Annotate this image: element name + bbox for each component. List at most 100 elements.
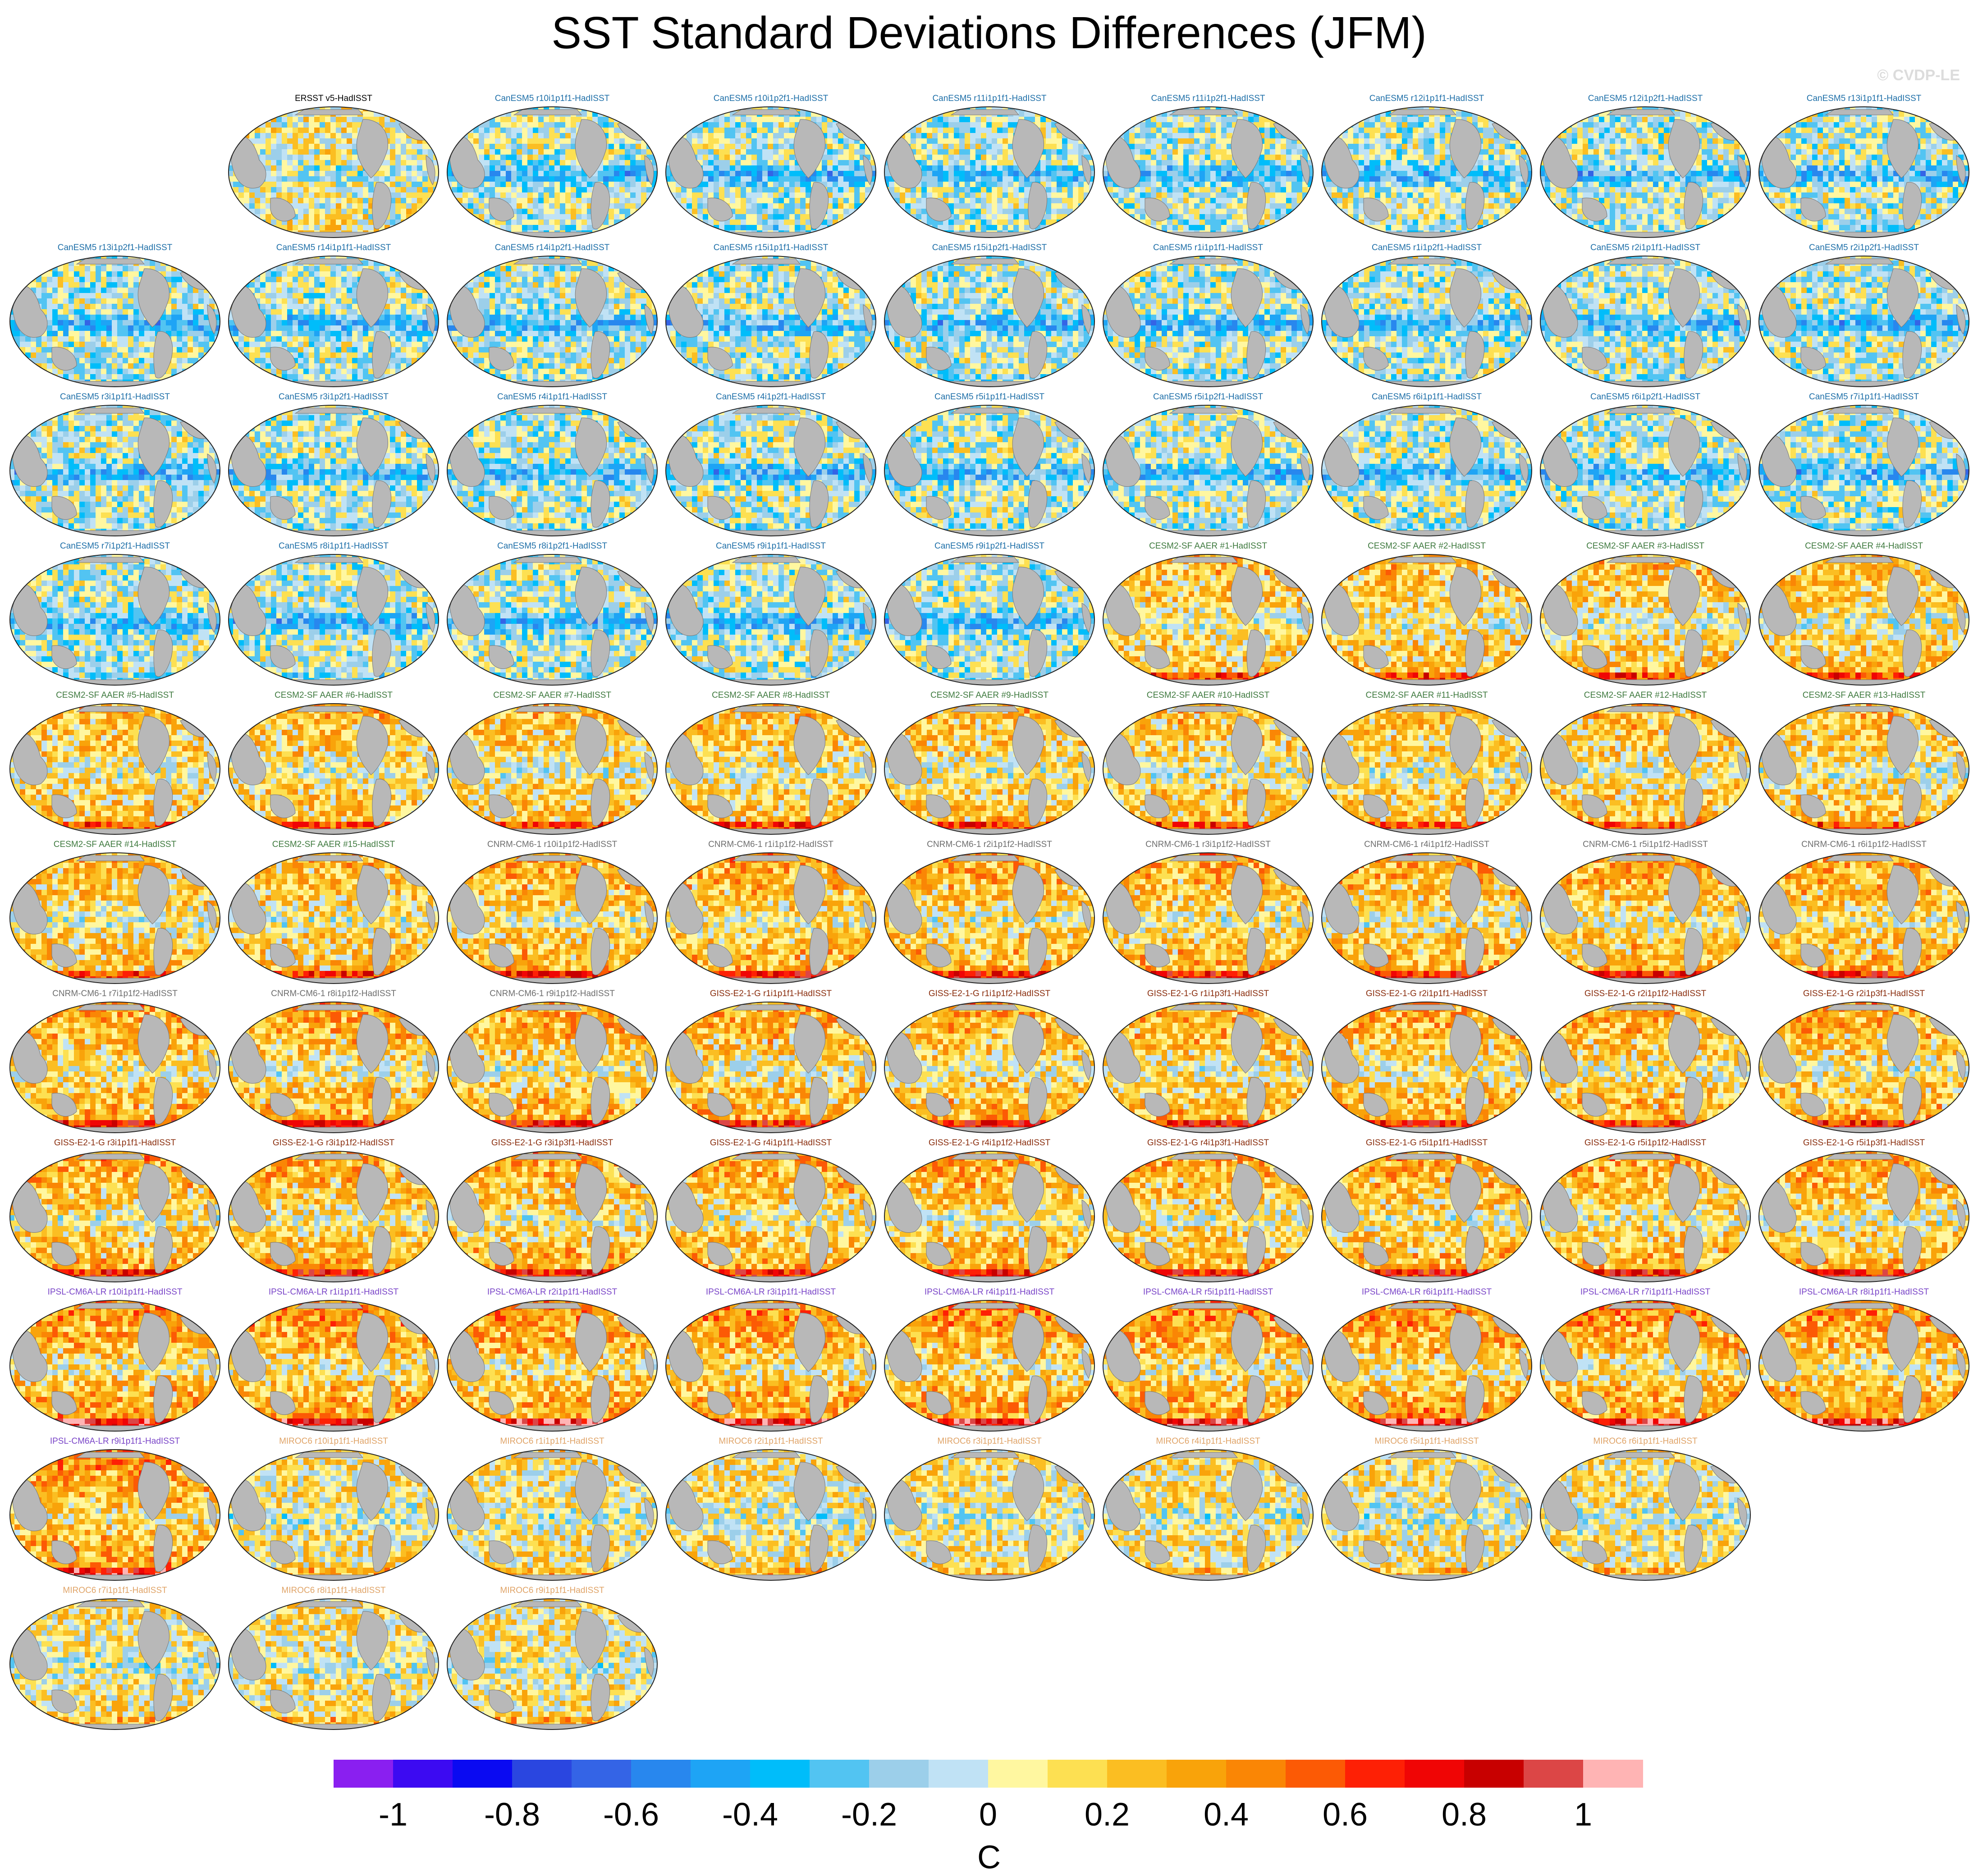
sst-map bbox=[1102, 1001, 1314, 1134]
sst-map bbox=[9, 554, 221, 686]
map-panel: CanESM5 r5i1p2f1-HadISST bbox=[1099, 391, 1317, 540]
sst-map bbox=[446, 1598, 658, 1730]
panel-title: CanESM5 r5i1p2f1-HadISST bbox=[1099, 391, 1317, 403]
panel-title: MIROC6 r8i1p1f1-HadISST bbox=[225, 1584, 442, 1597]
panel-title: GISS-E2-1-G r4i1p1f2-HadISST bbox=[881, 1137, 1098, 1149]
map-panel: MIROC6 r7i1p1f1-HadISST bbox=[6, 1584, 224, 1733]
panel-title: IPSL-CM6A-LR r2i1p1f1-HadISST bbox=[444, 1286, 661, 1299]
map-panel: CNRM-CM6-1 r10i1p1f2-HadISST bbox=[444, 838, 661, 987]
panel-title: CNRM-CM6-1 r1i1p1f2-HadISST bbox=[662, 838, 879, 851]
map-panel: GISS-E2-1-G r2i1p1f1-HadISST bbox=[1318, 988, 1535, 1136]
map-panel: IPSL-CM6A-LR r3i1p1f1-HadISST bbox=[662, 1286, 879, 1435]
sst-map bbox=[1539, 1449, 1751, 1581]
panel-title: GISS-E2-1-G r3i1p1f2-HadISST bbox=[225, 1137, 442, 1149]
panel-title: CESM2-SF AAER #14-HadISST bbox=[6, 838, 224, 851]
map-panel: CNRM-CM6-1 r3i1p1f2-HadISST bbox=[1099, 838, 1317, 987]
colorbar-box bbox=[572, 1760, 632, 1788]
map-panel: CanESM5 r9i1p2f1-HadISST bbox=[881, 540, 1098, 689]
panel-title: CanESM5 r12i1p1f1-HadISST bbox=[1318, 92, 1535, 105]
sst-map bbox=[9, 1299, 221, 1432]
map-panel: CanESM5 r14i1p2f1-HadISST bbox=[444, 242, 661, 390]
panel-title: CESM2-SF AAER #2-HadISST bbox=[1318, 540, 1535, 553]
colorbar bbox=[334, 1760, 1643, 1788]
map-panel: CESM2-SF AAER #2-HadISST bbox=[1318, 540, 1535, 689]
sst-map bbox=[9, 1150, 221, 1283]
sst-map bbox=[1102, 255, 1314, 388]
panel-title: GISS-E2-1-G r5i1p1f2-HadISST bbox=[1537, 1137, 1754, 1149]
sst-map bbox=[1758, 554, 1970, 686]
map-panel: MIROC6 r2i1p1f1-HadISST bbox=[662, 1435, 879, 1584]
panel-title: CanESM5 r7i1p2f1-HadISST bbox=[6, 540, 224, 553]
colorbar-box bbox=[1464, 1760, 1524, 1788]
map-panel: CESM2-SF AAER #12-HadISST bbox=[1537, 689, 1754, 838]
map-panel: CNRM-CM6-1 r5i1p1f2-HadISST bbox=[1537, 838, 1754, 987]
panel-title: CESM2-SF AAER #1-HadISST bbox=[1099, 540, 1317, 553]
sst-map bbox=[1102, 1299, 1314, 1432]
sst-map bbox=[9, 1598, 221, 1730]
panel-title: CanESM5 r8i1p1f1-HadISST bbox=[225, 540, 442, 553]
panel-title: MIROC6 r6i1p1f1-HadISST bbox=[1537, 1435, 1754, 1448]
map-panel: CanESM5 r6i1p2f1-HadISST bbox=[1537, 391, 1754, 540]
map-panel: CanESM5 r10i1p2f1-HadISST bbox=[662, 92, 879, 241]
colorbar-box bbox=[869, 1760, 929, 1788]
map-panel: CESM2-SF AAER #5-HadISST bbox=[6, 689, 224, 838]
panel-title: IPSL-CM6A-LR r3i1p1f1-HadISST bbox=[662, 1286, 879, 1299]
sst-map bbox=[884, 1299, 1095, 1432]
panel-title: CanESM5 r13i1p2f1-HadISST bbox=[6, 242, 224, 254]
sst-map bbox=[1321, 1299, 1533, 1432]
sst-map bbox=[1102, 852, 1314, 984]
sst-map bbox=[665, 106, 877, 238]
map-panel: GISS-E2-1-G r2i1p3f1-HadISST bbox=[1755, 988, 1973, 1136]
sst-map bbox=[1758, 404, 1970, 537]
panel-title: GISS-E2-1-G r1i1p3f1-HadISST bbox=[1099, 988, 1317, 1000]
colorbar-box bbox=[750, 1760, 810, 1788]
colorbar-units-label: C bbox=[944, 1839, 1034, 1876]
panel-title: CanESM5 r1i1p1f1-HadISST bbox=[1099, 242, 1317, 254]
map-panel: GISS-E2-1-G r3i1p1f1-HadISST bbox=[6, 1137, 224, 1286]
map-panel: CanESM5 r13i1p2f1-HadISST bbox=[6, 242, 224, 390]
panel-title: CanESM5 r6i1p2f1-HadISST bbox=[1537, 391, 1754, 403]
panel-title: GISS-E2-1-G r5i1p3f1-HadISST bbox=[1755, 1137, 1973, 1149]
colorbar-box bbox=[334, 1760, 394, 1788]
sst-map bbox=[228, 554, 440, 686]
map-panel: IPSL-CM6A-LR r5i1p1f1-HadISST bbox=[1099, 1286, 1317, 1435]
map-panel: GISS-E2-1-G r4i1p1f2-HadISST bbox=[881, 1137, 1098, 1286]
map-panel: GISS-E2-1-G r3i1p1f2-HadISST bbox=[225, 1137, 442, 1286]
sst-map bbox=[228, 852, 440, 984]
panel-title: CanESM5 r8i1p2f1-HadISST bbox=[444, 540, 661, 553]
panel-title: MIROC6 r2i1p1f1-HadISST bbox=[662, 1435, 879, 1448]
panel-title: CanESM5 r13i1p1f1-HadISST bbox=[1755, 92, 1973, 105]
sst-map bbox=[228, 1001, 440, 1134]
panel-title: CNRM-CM6-1 r8i1p1f2-HadISST bbox=[225, 988, 442, 1000]
map-panel: CanESM5 r6i1p1f1-HadISST bbox=[1318, 391, 1535, 540]
colorbar-tick-label: -0.2 bbox=[833, 1796, 905, 1833]
map-panel: CanESM5 r13i1p1f1-HadISST bbox=[1755, 92, 1973, 241]
map-panel: CanESM5 r7i1p1f1-HadISST bbox=[1755, 391, 1973, 540]
sst-map bbox=[1758, 1150, 1970, 1283]
sst-map bbox=[884, 106, 1095, 238]
map-panel: CanESM5 r1i1p2f1-HadISST bbox=[1318, 242, 1535, 390]
panel-title: CanESM5 r11i1p1f1-HadISST bbox=[881, 92, 1098, 105]
sst-map bbox=[1539, 703, 1751, 835]
colorbar-box bbox=[1167, 1760, 1227, 1788]
panel-title: MIROC6 r1i1p1f1-HadISST bbox=[444, 1435, 661, 1448]
panel-title: GISS-E2-1-G r2i1p3f1-HadISST bbox=[1755, 988, 1973, 1000]
map-panel: MIROC6 r5i1p1f1-HadISST bbox=[1318, 1435, 1535, 1584]
colorbar-tick-label: 1 bbox=[1547, 1796, 1619, 1833]
sst-map bbox=[1539, 1150, 1751, 1283]
sst-map bbox=[1321, 1449, 1533, 1581]
panel-title: IPSL-CM6A-LR r7i1p1f1-HadISST bbox=[1537, 1286, 1754, 1299]
sst-map bbox=[1321, 852, 1533, 984]
colorbar-box bbox=[1048, 1760, 1108, 1788]
map-panel: CNRM-CM6-1 r6i1p1f2-HadISST bbox=[1755, 838, 1973, 987]
map-panel: CanESM5 r3i1p2f1-HadISST bbox=[225, 391, 442, 540]
panel-title: CESM2-SF AAER #3-HadISST bbox=[1537, 540, 1754, 553]
panel-title: GISS-E2-1-G r4i1p1f1-HadISST bbox=[662, 1137, 879, 1149]
panel-title: CanESM5 r7i1p1f1-HadISST bbox=[1755, 391, 1973, 403]
map-panel: MIROC6 r3i1p1f1-HadISST bbox=[881, 1435, 1098, 1584]
sst-map bbox=[1758, 852, 1970, 984]
sst-map bbox=[884, 404, 1095, 537]
sst-map bbox=[1758, 1299, 1970, 1432]
map-panel: CanESM5 r9i1p1f1-HadISST bbox=[662, 540, 879, 689]
